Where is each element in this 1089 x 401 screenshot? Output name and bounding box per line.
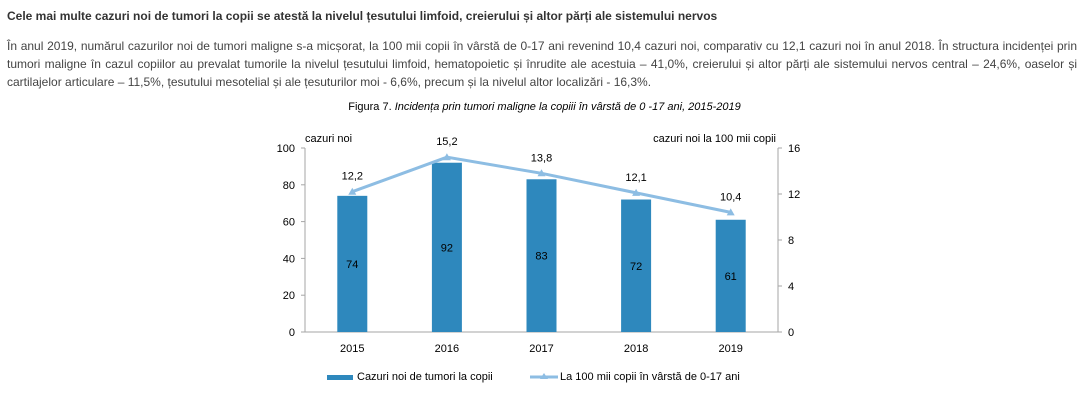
bar-value-label: 92 [441, 242, 453, 254]
bar-value-label: 83 [535, 251, 547, 263]
figure-title: Figura 7. Incidența prin tumori maligne … [0, 101, 1089, 113]
x-tick-label: 2018 [624, 343, 648, 355]
legend-line-swatch [530, 373, 558, 379]
bar [715, 219, 746, 332]
line-value-label: 12,2 [342, 171, 363, 183]
right-tick-label: 0 [788, 327, 794, 339]
right-tick-label: 16 [788, 143, 800, 155]
left-tick-label: 100 [277, 143, 295, 155]
right-tick-label: 4 [788, 281, 794, 293]
line-marker [442, 153, 451, 161]
x-tick-label: 2017 [529, 343, 553, 355]
bar [337, 195, 368, 332]
left-tick-label: 0 [289, 327, 295, 339]
legend-bar-swatch [327, 374, 353, 380]
line-value-label: 15,2 [436, 136, 457, 148]
legend-item-line: La 100 mii copii în vârstă de 0-17 ani [530, 371, 740, 383]
legend-bar-label: Cazuri noi de tumori la copii [357, 371, 493, 383]
description-paragraph: În anul 2019, numărul cazurilor noi de t… [7, 39, 1077, 89]
line-marker [537, 169, 546, 177]
left-tick-label: 40 [283, 253, 295, 265]
x-tick-label: 2016 [435, 343, 459, 355]
bar-value-label: 72 [630, 261, 642, 273]
bar-value-label: 74 [346, 259, 358, 271]
right-axis-label: cazuri noi la 100 mii copii [653, 133, 776, 145]
line-value-label: 13,8 [531, 152, 552, 164]
bar [621, 199, 652, 332]
right-tick-label: 8 [788, 235, 794, 247]
x-tick-label: 2015 [340, 343, 364, 355]
left-tick-label: 60 [283, 217, 295, 229]
bar-value-label: 61 [725, 271, 737, 283]
section-heading: Cele mai multe cazuri noi de tumori la c… [7, 9, 718, 23]
line-value-label: 10,4 [720, 191, 741, 203]
line-marker [348, 187, 357, 195]
left-tick-label: 80 [283, 180, 295, 192]
bar [431, 162, 462, 332]
legend-item-bars: Cazuri noi de tumori la copii [327, 371, 493, 383]
legend-line-label: La 100 mii copii în vârstă de 0-17 ani [560, 371, 740, 383]
line-value-label: 12,1 [625, 172, 646, 184]
figure-label: Figura 7. [348, 101, 395, 113]
line-marker [726, 208, 735, 216]
left-axis-label: cazuri noi [305, 133, 352, 145]
x-tick-label: 2019 [718, 343, 742, 355]
line-marker [632, 188, 641, 196]
left-tick-label: 20 [283, 290, 295, 302]
bar [526, 179, 557, 332]
figure-caption: Incidența prin tumori maligne la copiii … [394, 101, 741, 113]
right-tick-label: 12 [788, 189, 800, 201]
